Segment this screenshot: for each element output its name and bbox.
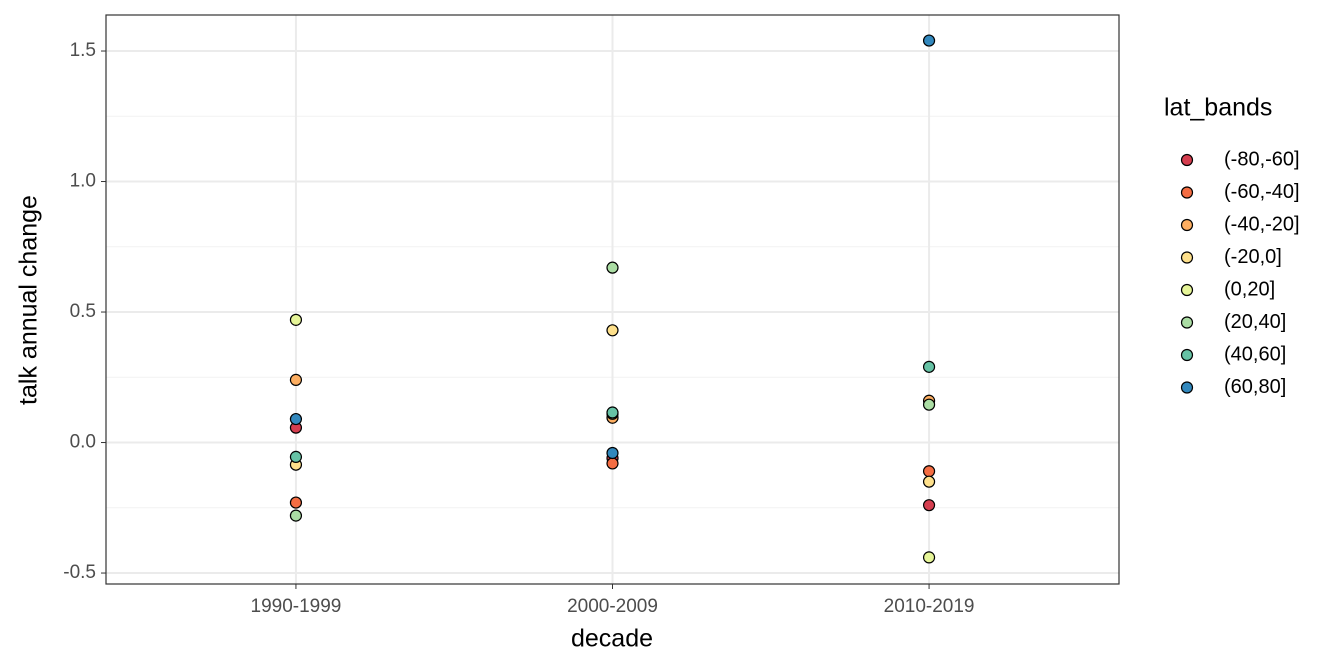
legend-key bbox=[1180, 218, 1194, 232]
legend-label: (40,60] bbox=[1224, 343, 1286, 365]
point bbox=[606, 457, 619, 470]
point bbox=[606, 446, 619, 460]
y-tick-label: -0.5 bbox=[63, 562, 96, 583]
legend-label: (-60,-40] bbox=[1224, 181, 1300, 203]
point bbox=[922, 475, 936, 488]
point bbox=[289, 509, 303, 522]
point bbox=[289, 313, 303, 326]
legend-label: (60,80] bbox=[1224, 376, 1286, 398]
point bbox=[289, 496, 303, 509]
point bbox=[922, 398, 936, 411]
y-tick-label: 0.0 bbox=[70, 432, 96, 453]
point bbox=[606, 324, 619, 337]
legend-label: (-40,-20] bbox=[1224, 213, 1300, 235]
point bbox=[922, 499, 936, 512]
y-axis-title: talk annual change bbox=[15, 195, 43, 405]
legend-key bbox=[1180, 381, 1194, 394]
legend-title: lat_bands bbox=[1164, 94, 1272, 122]
legend-key bbox=[1180, 251, 1194, 264]
point bbox=[289, 450, 303, 463]
legend-label: (-80,-60] bbox=[1224, 148, 1300, 170]
legend-key bbox=[1180, 316, 1194, 329]
x-tick-label: 2010-2019 bbox=[884, 596, 975, 617]
x-tick-label: 2000-2009 bbox=[567, 596, 658, 617]
y-tick-label: 1.5 bbox=[70, 40, 96, 61]
x-tick-label: 1990-1999 bbox=[251, 596, 342, 617]
point bbox=[922, 465, 936, 478]
y-tick-label: 0.5 bbox=[70, 301, 96, 322]
point bbox=[922, 360, 936, 373]
legend-key bbox=[1180, 283, 1194, 297]
point bbox=[922, 551, 936, 564]
point bbox=[606, 406, 619, 419]
y-tick-label: 1.0 bbox=[70, 171, 96, 192]
point bbox=[289, 373, 303, 386]
point bbox=[922, 34, 936, 47]
legend-key bbox=[1180, 348, 1194, 362]
point bbox=[289, 412, 303, 426]
panel-border bbox=[105, 14, 1120, 585]
legend-label: (20,40] bbox=[1224, 311, 1286, 333]
point bbox=[606, 261, 619, 274]
legend-label: (-20,0] bbox=[1224, 246, 1282, 268]
legend-label: (0,20] bbox=[1224, 278, 1275, 300]
legend-key bbox=[1180, 153, 1194, 167]
x-axis-title: decade bbox=[571, 625, 653, 653]
legend-key bbox=[1180, 186, 1194, 199]
